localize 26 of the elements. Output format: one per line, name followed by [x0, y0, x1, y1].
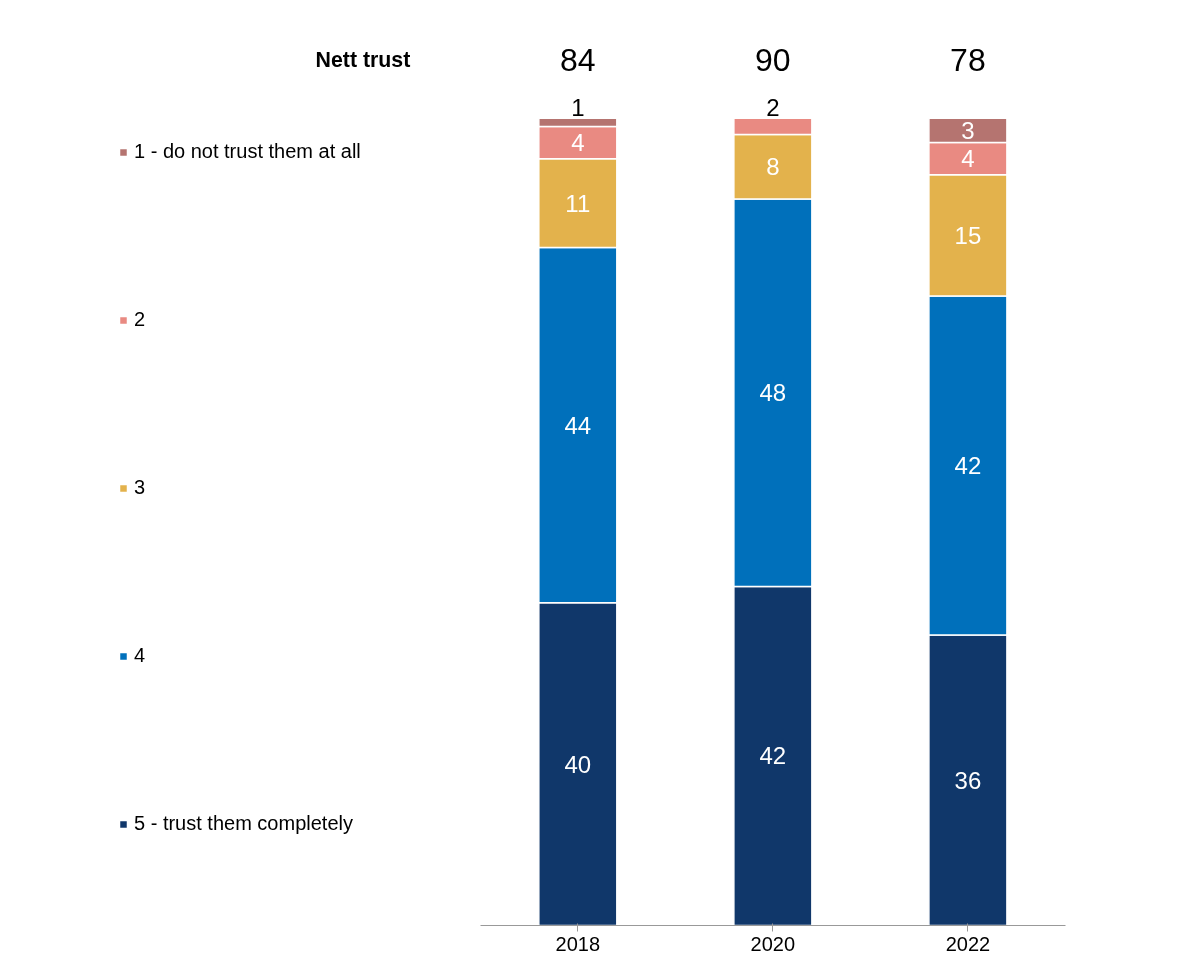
data-label: 1	[571, 94, 585, 122]
data-label: 4	[571, 129, 585, 157]
data-label: 40	[564, 750, 592, 778]
data-label: 15	[954, 221, 982, 249]
data-label: 36	[954, 766, 982, 794]
x-tick-label: 2018	[555, 932, 601, 955]
data-label: 42	[954, 451, 982, 479]
data-label: 3	[961, 116, 975, 144]
data-label: 48	[759, 379, 787, 407]
text: 84	[560, 42, 596, 79]
data-label: 11	[565, 189, 591, 217]
text: Nett trust	[315, 48, 411, 73]
data-label: 2	[766, 94, 780, 122]
data-label: 44	[564, 411, 592, 439]
text: 78	[950, 42, 986, 79]
data-label: 8	[766, 153, 780, 181]
data-label: 4	[961, 145, 975, 173]
legend-label: 5 - trust them completely	[134, 812, 353, 835]
legend-label: 1 - do not trust them at all	[134, 140, 361, 163]
text: 90	[755, 42, 791, 79]
legend-label: 2	[134, 308, 147, 331]
x-tick-label: 2022	[945, 932, 991, 955]
legend-label: 3	[134, 476, 147, 499]
legend-label: 4	[134, 644, 147, 667]
x-tick-label: 2020	[750, 932, 796, 955]
data-label: 42	[759, 742, 787, 770]
